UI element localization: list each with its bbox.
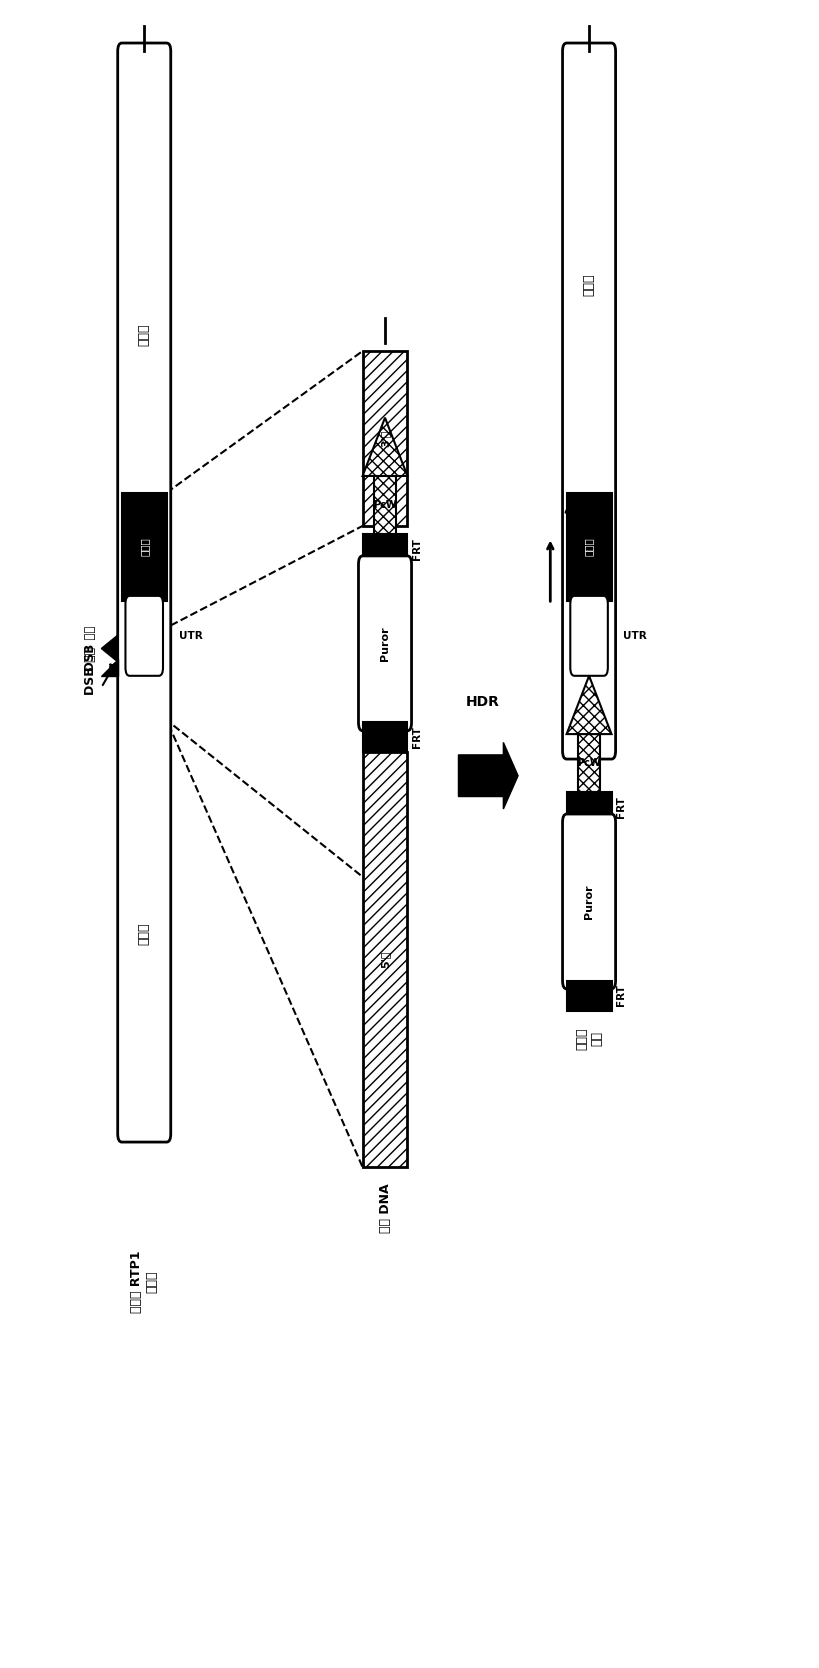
Text: PcW: PcW [373,500,397,510]
Text: 外显子: 外显子 [584,537,594,555]
Bar [363,350,408,525]
FancyBboxPatch shape [563,43,616,759]
Polygon shape [363,417,408,475]
Text: Puror: Puror [584,884,594,919]
Text: UTR: UTR [623,631,647,641]
Bar [578,734,600,792]
Bar [363,752,408,1168]
Text: FRT: FRT [411,539,422,560]
Text: Puror: Puror [380,626,390,661]
Text: 内含子: 内含子 [138,324,151,345]
Bar [567,792,612,822]
Text: DSB 位点: DSB 位点 [84,647,97,696]
FancyBboxPatch shape [359,555,411,731]
Polygon shape [102,659,118,676]
Text: HDR: HDR [466,696,500,709]
Text: 内含子: 内含子 [582,274,595,295]
Text: FRT: FRT [616,984,626,1006]
Text: 3'臂: 3'臂 [380,430,390,447]
Bar [363,534,408,564]
Bar [373,475,396,534]
Text: FRT: FRT [616,796,626,819]
Text: UTR: UTR [179,631,202,641]
FancyBboxPatch shape [563,814,616,989]
Text: 启动子
插入: 启动子 插入 [575,1027,603,1049]
Text: 供体 DNA: 供体 DNA [378,1184,391,1233]
Text: 外显子: 外显子 [139,537,149,555]
Text: FRT: FRT [411,727,422,749]
Bar [567,492,612,600]
Text: PcW: PcW [577,759,601,769]
Bar [567,981,612,1011]
Text: 内含子: 内含子 [138,922,151,946]
Bar [363,722,408,752]
FancyBboxPatch shape [125,595,163,676]
Polygon shape [102,636,118,662]
FancyBboxPatch shape [570,595,608,676]
Text: DSB 位点: DSB 位点 [84,626,97,671]
Bar [122,492,167,600]
Text: 5'臂: 5'臂 [380,951,390,969]
Text: 外源性 RTP1
未修饰: 外源性 RTP1 未修饰 [130,1251,158,1313]
FancyBboxPatch shape [118,43,170,1143]
FancyArrow shape [459,742,518,809]
Polygon shape [567,676,612,734]
